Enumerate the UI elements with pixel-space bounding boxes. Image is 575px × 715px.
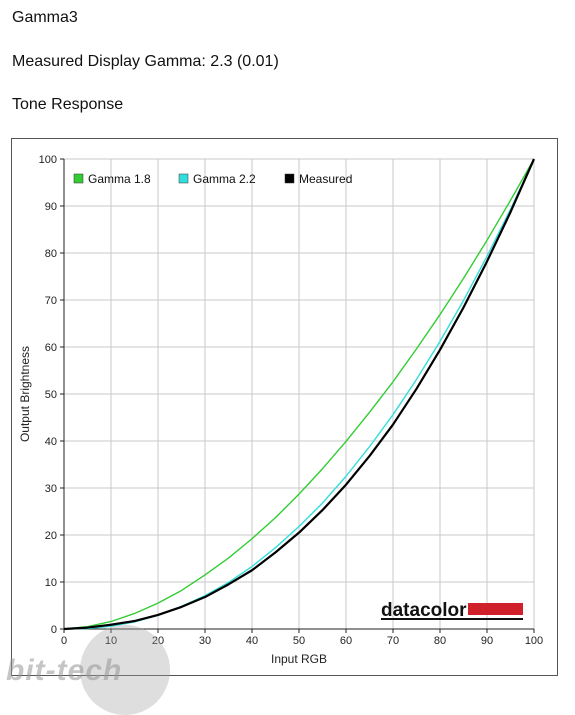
x-tick-label: 50 [293, 635, 305, 647]
series-line-measured [63, 158, 536, 631]
x-tick-label: 0 [61, 635, 67, 647]
tone-response-chart: 0 10 20 30 40 50 60 70 80 90 100 0 10 20 30 40 50 60 70 80 9… [11, 138, 558, 676]
y-tick-label: 50 [45, 389, 57, 401]
x-tick-label: 70 [387, 635, 399, 647]
y-tick-label: 40 [45, 436, 57, 448]
x-tick-label: 40 [246, 635, 258, 647]
chart-svg: 0 10 20 30 40 50 60 70 80 90 100 0 10 20 30 40 50 60 70 80 9… [18, 154, 543, 666]
x-tick-label: 80 [434, 635, 446, 647]
x-axis-title: Input RGB [271, 652, 327, 666]
x-tick-label: 100 [525, 635, 543, 647]
y-tick-label: 10 [45, 577, 57, 589]
legend-label: Gamma 2.2 [193, 172, 256, 186]
series-line-gamma-1-8 [63, 158, 535, 630]
y-axis-title: Output Brightness [18, 346, 32, 442]
section-heading: Tone Response [12, 96, 124, 113]
y-tick-label: 90 [45, 201, 57, 213]
legend-label: Measured [299, 172, 352, 186]
grid-layer [63, 158, 535, 630]
datacolor-logo-bar [468, 603, 523, 615]
legend-label: Gamma 1.8 [88, 172, 151, 186]
y-tick-label: 20 [45, 530, 57, 542]
y-tick-label: 60 [45, 342, 57, 354]
x-tick-label: 10 [105, 635, 117, 647]
x-tick-label: 90 [481, 635, 493, 647]
y-tick-label: 80 [45, 248, 57, 260]
y-tick-label: 100 [39, 154, 57, 166]
y-tick-label: 70 [45, 295, 57, 307]
series-layer [63, 158, 536, 631]
legend-swatch [284, 173, 295, 184]
y-tick-label: 30 [45, 483, 57, 495]
measured-gamma-text: Measured Display Gamma: 2.3 (0.01) [12, 53, 279, 70]
page-title: Gamma3 [12, 9, 78, 26]
y-tick-label: 0 [51, 624, 57, 636]
x-tick-label: 30 [199, 635, 211, 647]
legend-swatch [178, 173, 189, 184]
axes-layer: 0 10 20 30 40 50 60 70 80 90 100 0 10 20 30 40 50 60 70 80 9… [18, 154, 543, 666]
legend-layer: Gamma 1.8 Gamma 2.2 Measured [73, 172, 352, 186]
x-tick-label: 60 [340, 635, 352, 647]
datacolor-logo-underline [381, 618, 523, 620]
x-tick-label: 20 [152, 635, 164, 647]
datacolor-logo-text: datacolor [381, 600, 467, 621]
datacolor-logo: datacolor [381, 600, 523, 621]
legend-swatch [73, 173, 84, 184]
